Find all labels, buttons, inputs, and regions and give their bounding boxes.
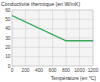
x-grid (39, 10, 40, 66)
x-tick-label: 800 (62, 68, 70, 73)
x-grid (93, 10, 94, 66)
x-tick-label: 1200 (88, 68, 99, 73)
chart-svg: Conductivité thermique (en W/mK) 0 10 20 30 4… (0, 0, 100, 82)
y-tick-label: 60 (5, 8, 11, 13)
x-grid (52, 10, 53, 66)
x-axis-label: Température (en °C) (51, 75, 97, 81)
y-tick-label: 30 (5, 36, 11, 41)
x-grid (66, 10, 67, 66)
x-tick-label: 200 (21, 68, 29, 73)
data-group (12, 16, 93, 41)
chart-title: Conductivité thermique (en W/mK) (1, 1, 81, 7)
y-tick-label: 10 (5, 54, 11, 59)
y-tick-label: 40 (5, 26, 11, 31)
x-tick-label: 400 (35, 68, 43, 73)
x-tick-label: 1000 (74, 68, 85, 73)
y-tick-label: 50 (5, 17, 11, 22)
chart-root: Conductivité thermique (en W/mK) 0 10 20 30 4… (0, 0, 100, 82)
x-grid (79, 10, 80, 66)
x-grid (12, 10, 13, 66)
plot-frame (12, 10, 93, 66)
data-line (12, 16, 93, 41)
x-grid (25, 10, 26, 66)
x-tick-label: 600 (48, 68, 56, 73)
x-tick-label: 0 (11, 68, 14, 73)
y-tick-label: 20 (5, 45, 11, 50)
